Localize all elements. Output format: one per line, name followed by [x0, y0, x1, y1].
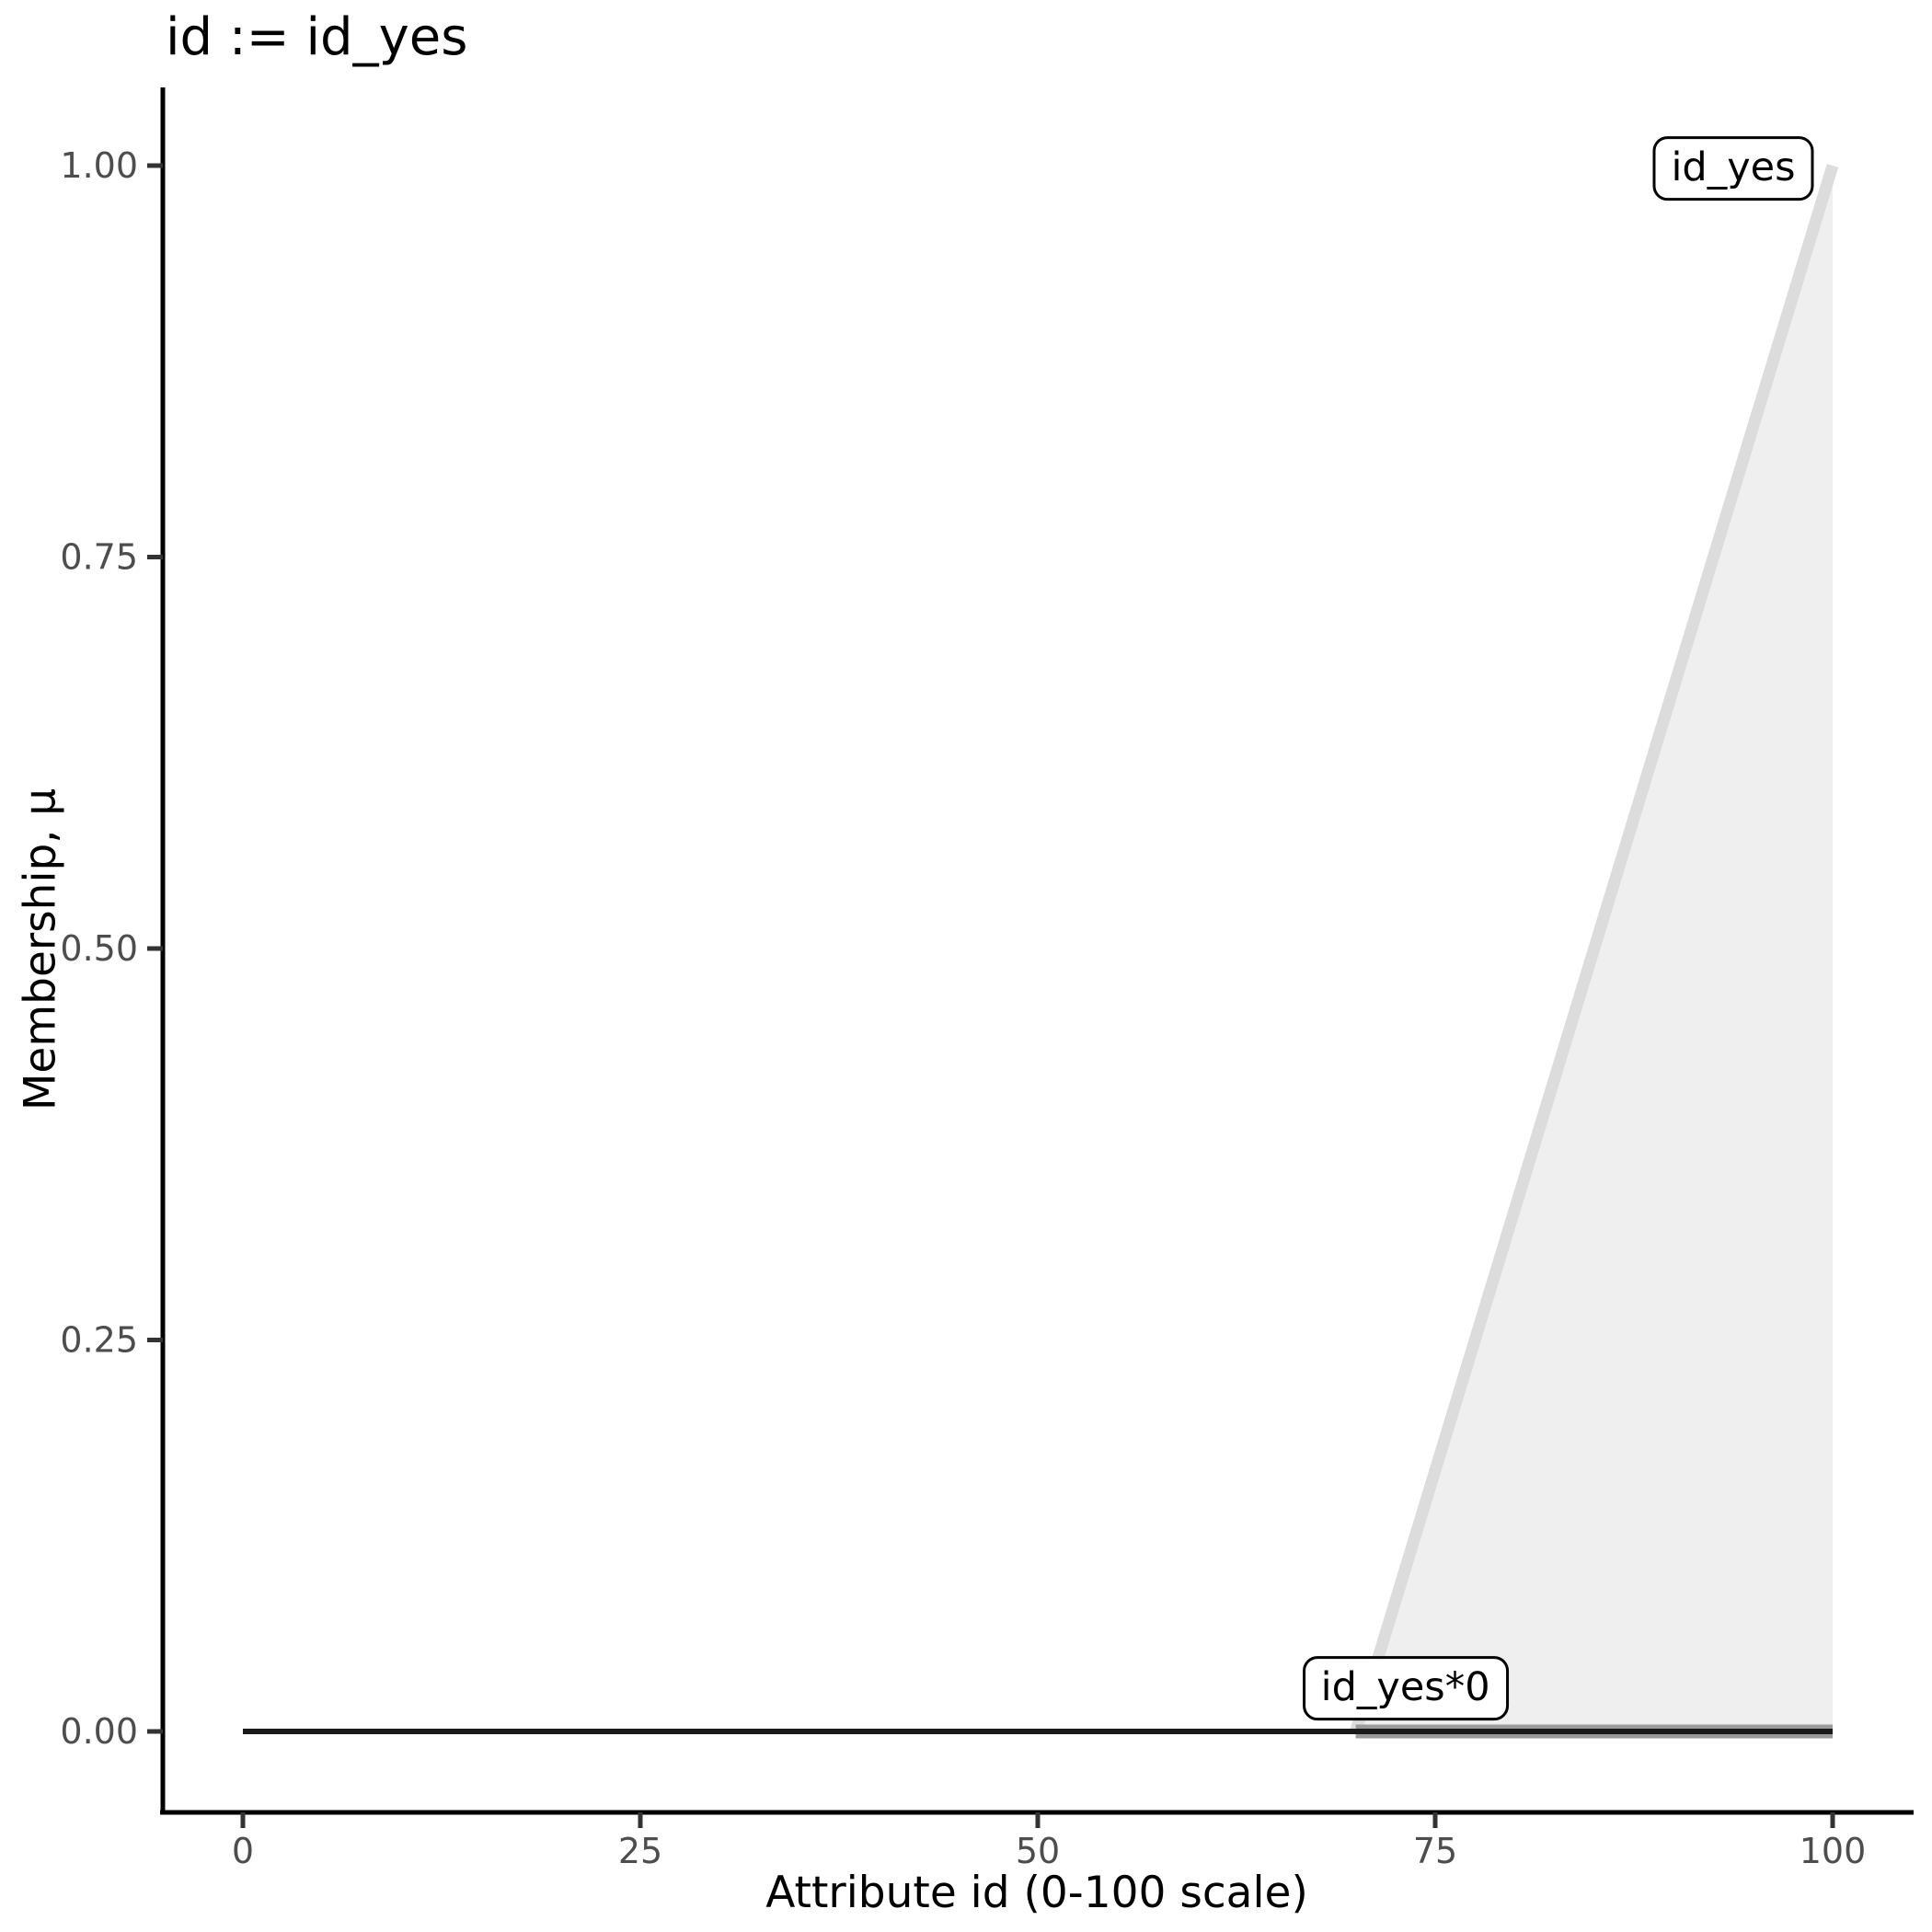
label-id-yes-times-0-text: id_yes*0	[1320, 1664, 1490, 1711]
chart-title: id := id_yes	[166, 7, 468, 67]
y-tick-label: 0.00	[60, 1711, 138, 1752]
label-box-id-yes: id_yes	[1652, 136, 1814, 201]
label-id-yes-text: id_yes	[1671, 144, 1796, 191]
y-axis-title: Membership, μ	[15, 788, 66, 1111]
membership-curve-id-yes	[1350, 164, 1839, 1733]
y-tick-label: 0.25	[60, 1320, 138, 1361]
x-axis-title: Attribute id (0-100 scale)	[765, 1868, 1308, 1918]
label-box-id-yes-times-0: id_yes*0	[1302, 1656, 1509, 1720]
x-tick-label: 75	[1413, 1831, 1457, 1871]
y-tick-label: 0.75	[60, 537, 138, 578]
y-tick-label: 1.00	[60, 145, 138, 186]
x-tick-label: 100	[1800, 1831, 1867, 1871]
x-axis-ticks: 0 25 50 75 100	[232, 1812, 1866, 1871]
y-axis-ticks: 0.00 0.25 0.50 0.75 1.00	[60, 145, 163, 1752]
y-tick-label: 0.50	[60, 928, 138, 969]
x-tick-label: 50	[1016, 1831, 1060, 1871]
x-tick-label: 25	[618, 1831, 662, 1871]
x-tick-label: 0	[232, 1831, 254, 1871]
